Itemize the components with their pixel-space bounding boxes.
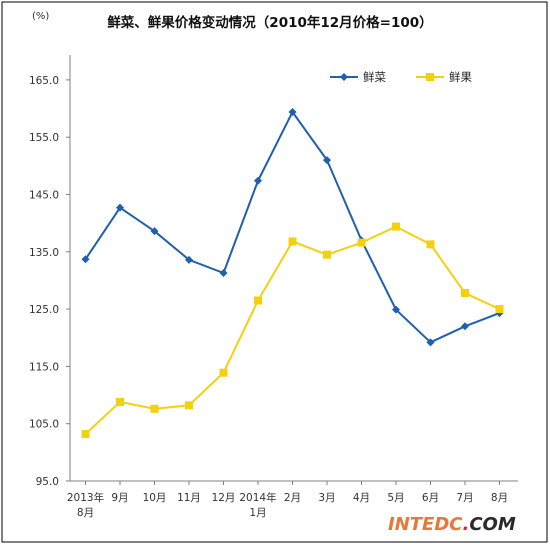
y-tick-label: 155.0 [29,132,59,144]
x-tick-label: 12月 [212,492,236,504]
data-point-square [357,238,366,247]
data-point-diamond [323,156,331,165]
x-tick-label: 1月 [249,507,266,519]
data-point-diamond [288,107,297,116]
data-point-square [426,240,435,249]
data-point-diamond [81,255,90,264]
y-tick-label: 135.0 [29,247,59,259]
x-tick-label: 2014年 [239,491,276,504]
watermark: INTEDC.COM [388,514,516,535]
data-point-diamond [219,269,228,278]
legend-marker-diamond [340,73,348,81]
legend-label: 鲜果 [449,70,472,84]
x-tick-label: 8月 [491,492,508,504]
watermark-suffix: COM [469,514,516,535]
x-tick-label: 9月 [111,492,128,504]
data-point-diamond [392,305,400,314]
x-tick-label: 5月 [387,492,404,504]
data-point-diamond [185,255,193,264]
data-point-diamond [150,227,159,236]
x-tick-label: 4月 [353,492,370,504]
x-tick-label: 11月 [177,492,201,504]
data-point-square [495,305,504,314]
data-point-square [288,237,297,246]
data-point-square [219,368,228,377]
data-point-square [185,401,193,410]
svg-text:INTEDC.COM: INTEDC.COM [388,514,516,535]
data-point-diamond [254,176,262,185]
data-point-square [116,397,124,406]
x-tick-label: 7月 [456,492,473,504]
y-tick-label: 165.0 [29,75,59,87]
x-tick-label: 8月 [77,507,94,519]
y-tick-label: 115.0 [29,361,59,373]
x-tick-label: 10月 [143,492,167,504]
data-point-square [254,296,262,305]
data-point-square [323,250,331,259]
x-tick-label: 2013年 [67,491,104,504]
data-point-square [461,289,469,298]
watermark-dot: . [463,514,470,535]
data-point-square [81,430,90,439]
y-tick-label: 145.0 [29,190,59,202]
watermark-main: INTEDC [388,514,463,535]
chart-title: 鲜菜、鲜果价格变动情况（2010年12月价格=100） [107,14,432,31]
y-tick-label: 105.0 [29,419,59,431]
y-tick-label: 125.0 [29,304,59,316]
unit-label: (%) [32,11,49,22]
data-point-diamond [426,338,435,347]
data-point-square [392,222,400,231]
data-point-diamond [461,322,469,331]
x-tick-label: 6月 [422,492,439,504]
x-tick-label: 2月 [284,492,301,504]
legend-marker-square [426,73,434,81]
legend-label: 鲜菜 [363,70,386,84]
data-point-diamond [116,203,124,212]
x-tick-label: 3月 [318,492,335,504]
data-point-square [150,404,159,413]
y-tick-label: 95.0 [36,476,59,488]
